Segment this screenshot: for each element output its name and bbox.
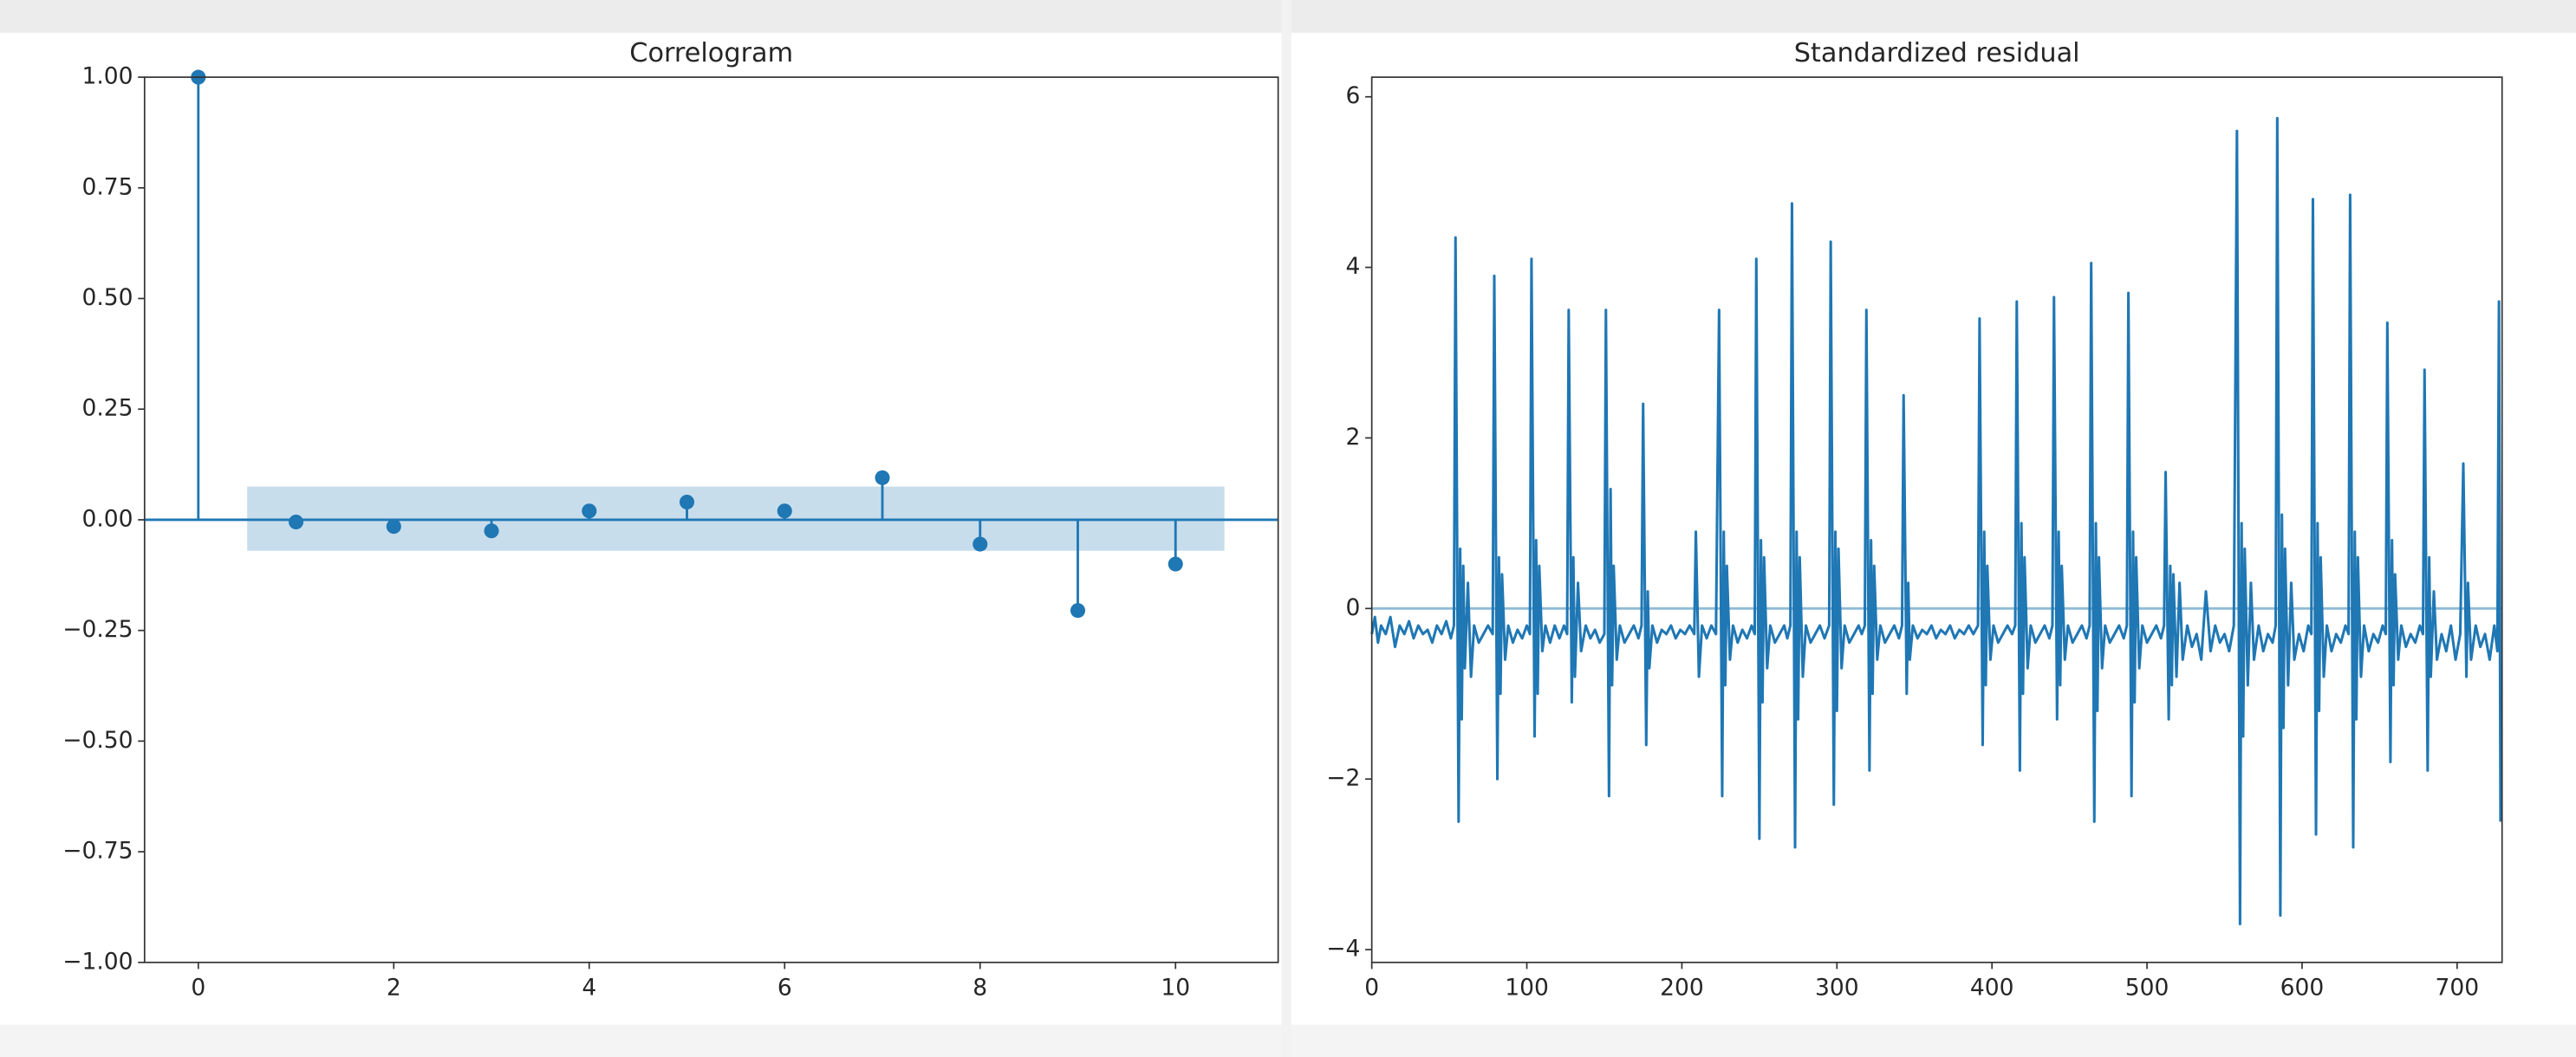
y-tick-label: 0.50 xyxy=(81,284,133,311)
stem-marker xyxy=(386,519,401,535)
y-tick-label: 1.00 xyxy=(81,63,133,90)
chart-title: Standardized residual xyxy=(1794,38,2080,68)
residual-line xyxy=(1370,116,2502,926)
axes-frame xyxy=(1370,76,2503,963)
y-tick-label: 6 xyxy=(1346,82,1361,109)
x-tick-label: 600 xyxy=(2280,975,2325,1002)
x-tick-label: 10 xyxy=(1161,975,1190,1002)
x-tick-label: 700 xyxy=(2436,975,2480,1002)
y-tick-label: −0.25 xyxy=(62,616,133,643)
x-tick-label: 2 xyxy=(387,975,401,1002)
y-tick-label: −1.00 xyxy=(62,948,133,975)
y-tick-label: 2 xyxy=(1346,424,1361,451)
divider xyxy=(1281,0,1291,1057)
x-tick-label: 6 xyxy=(777,975,792,1002)
stem-marker xyxy=(582,503,597,519)
stem-marker xyxy=(679,494,695,510)
stem-marker xyxy=(484,523,499,539)
stem-marker xyxy=(1168,556,1183,572)
x-tick-label: 400 xyxy=(1970,975,2014,1002)
y-tick-label: 0.00 xyxy=(81,505,133,532)
y-tick-label: 0.25 xyxy=(81,395,133,422)
chart-title: Correlogram xyxy=(629,38,793,68)
stem-marker xyxy=(875,470,890,485)
y-tick-label: −0.50 xyxy=(62,727,133,754)
y-tick-label: −0.75 xyxy=(62,838,133,865)
x-tick-label: 8 xyxy=(973,975,987,1002)
x-tick-label: 200 xyxy=(1660,975,1704,1002)
stem-marker xyxy=(973,536,988,552)
axes-frame xyxy=(143,76,1279,963)
x-tick-label: 500 xyxy=(2125,975,2169,1002)
x-tick-label: 4 xyxy=(582,975,596,1002)
x-tick-label: 0 xyxy=(191,975,205,1002)
x-tick-label: 0 xyxy=(1364,975,1379,1002)
y-tick-label: −2 xyxy=(1326,765,1360,792)
y-tick-label: −4 xyxy=(1326,936,1360,963)
stem-marker xyxy=(1070,603,1086,619)
y-tick-label: 4 xyxy=(1346,253,1361,280)
stem-marker xyxy=(777,503,792,519)
y-tick-label: 0.75 xyxy=(81,173,133,200)
x-tick-label: 300 xyxy=(1815,975,1859,1002)
stem-marker xyxy=(289,514,304,530)
y-tick-label: 0 xyxy=(1346,594,1361,621)
x-tick-label: 100 xyxy=(1505,975,1549,1002)
